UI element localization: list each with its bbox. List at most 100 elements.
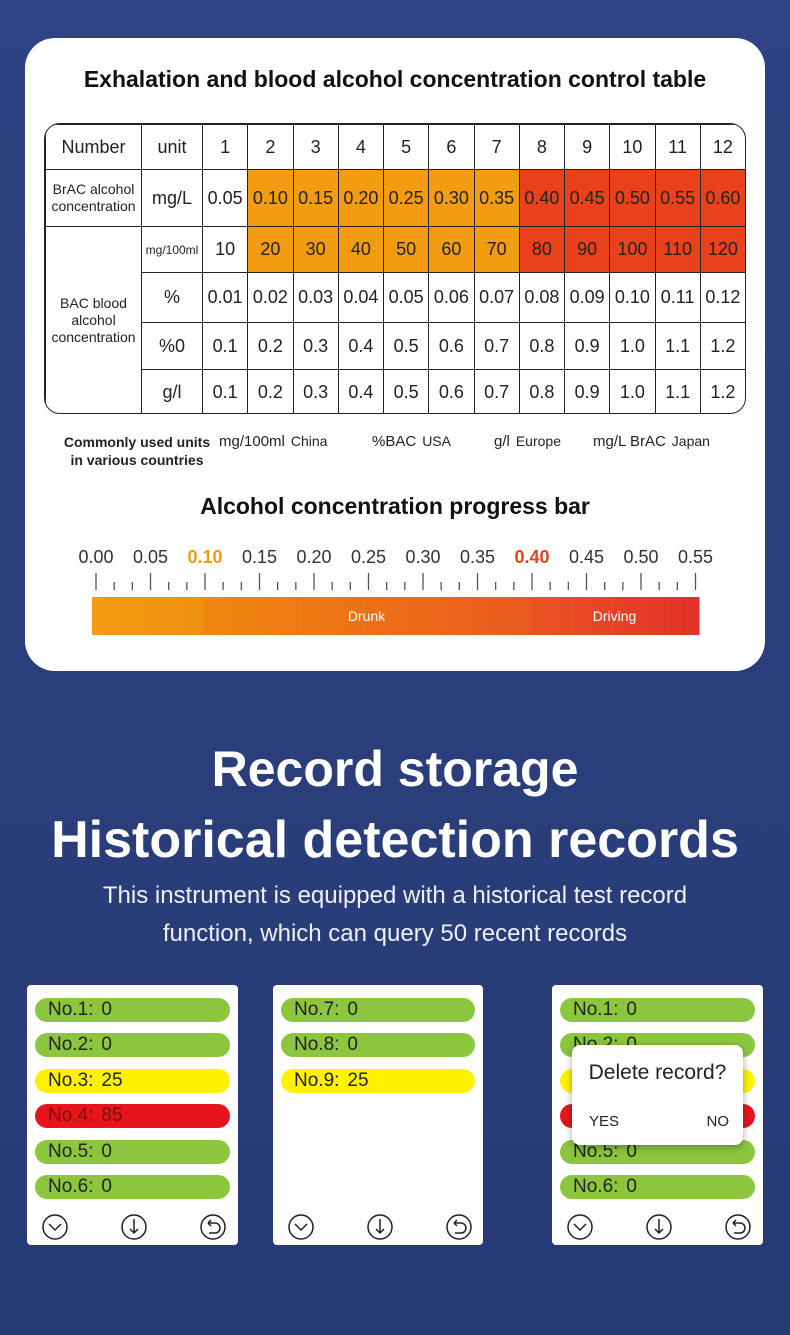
header-cell: 1 (201, 124, 249, 170)
icon-glyph (129, 1219, 139, 1235)
value-cell: 0.50 (609, 169, 656, 227)
note-item: mg/100ml China (219, 433, 327, 450)
table-row: BrAC alcohol concentration mg/L 0.05 0.10 0.… (45, 169, 745, 227)
value-cell: 0.09 (563, 272, 611, 323)
value-cell: 0.05 (201, 169, 249, 227)
note-unit: %BAC (372, 433, 417, 450)
control-table: Number unit 1 2 3 4 5 6 7 8 9 10 11 12 BrAC alcohol co… (45, 124, 745, 413)
tick-label: 0.25 (351, 547, 386, 567)
header-cell: 5 (382, 124, 430, 170)
icon (446, 1214, 472, 1240)
value-cell: 1.0 (609, 322, 656, 370)
header-cell: 11 (654, 124, 701, 170)
header-cell: 12 (699, 124, 745, 170)
progress-bar: 0.00 0.05 0.10 0.15 0.20 0.25 0.30 0.35 0.40 0.45… (78, 547, 713, 635)
bar-segment (202, 597, 531, 635)
description: function, which can query 50 recent reco… (162, 920, 628, 947)
tick-label: 0.00 (78, 547, 113, 567)
dialog: Delete record? YES NO (572, 1045, 743, 1145)
table-card: Exhalation and blood alcohol concentrati… (25, 38, 765, 671)
header-cell: unit (141, 124, 203, 170)
unit-cell: mg/L (141, 169, 203, 227)
bar-segment (529, 597, 700, 635)
value-cell: 1.0 (609, 369, 656, 413)
record-label: No.8: (294, 1034, 340, 1056)
record-value: 0 (626, 1176, 637, 1197)
record-value: 0 (101, 999, 112, 1020)
value-cell: 0.03 (292, 272, 339, 323)
icon (646, 1214, 672, 1240)
icon (200, 1214, 226, 1240)
record-item: No.2: 0 (35, 1033, 230, 1058)
value-cell: 0.3 (292, 322, 339, 370)
record-value: 85 (101, 1105, 123, 1127)
value-cell: 1.1 (654, 322, 701, 370)
record-item: No.8: 0 (281, 1033, 475, 1058)
icons (42, 1214, 226, 1240)
icon (288, 1214, 314, 1240)
record-label: No.1: (48, 999, 94, 1020)
record-item: No.6: 0 (560, 1175, 755, 1199)
tick-label: 0.55 (678, 547, 713, 567)
device-screen: No.7: 0 No.8: 0 No.9: 25 (273, 985, 483, 1245)
table-row: BAC blood alcohol concentration mg/100ml 1… (45, 226, 745, 413)
note-unit: mg/L BrAC (593, 433, 666, 450)
record-value: 0 (626, 1034, 637, 1055)
value-cell: 0.6 (428, 322, 475, 370)
icon-glyph (375, 1219, 385, 1235)
value-cell: 70 (473, 226, 520, 273)
record-label: No.3: (48, 1069, 94, 1091)
dialog-yes: YES (589, 1113, 620, 1130)
header-cell: 10 (609, 124, 656, 170)
note-item: mg/L BrAC Japan (593, 433, 710, 450)
icon (367, 1214, 393, 1240)
icon-glyph (294, 1223, 308, 1232)
tick-label: 0.50 (623, 547, 658, 567)
icons (567, 1214, 751, 1240)
record-value: 25 (101, 1069, 123, 1091)
value-cell: 0.60 (699, 169, 745, 227)
value-cell: 0.4 (337, 369, 385, 413)
value-cell: 0.06 (428, 272, 475, 323)
heading: Historical detection records (51, 811, 739, 869)
record-label: No.5: (48, 1140, 94, 1162)
tick-label: 0.05 (133, 547, 168, 567)
value-cell: 0.5 (382, 369, 430, 413)
value-cell: 0.02 (247, 272, 294, 323)
unit-cell: %0 (141, 322, 203, 370)
value-cell: 20 (247, 226, 294, 273)
value-cell: 0.8 (518, 322, 566, 370)
header-cell: Number (45, 124, 142, 170)
table-row: %0 0.1 0.2 0.3 0.4 0.5 0.6 0.7 0.8 0.9 1.0 1.1 1.2 (46, 322, 745, 370)
value-cell: 40 (337, 226, 385, 273)
group-label: BAC blood alcohol concentration (45, 226, 142, 413)
note-country: China (290, 433, 328, 449)
note-unit: g/l (494, 433, 510, 450)
record-item: No.1: 0 (35, 998, 230, 1022)
table-title: Exhalation and blood alcohol concentrati… (83, 66, 707, 92)
value-cell: 0.01 (201, 272, 249, 323)
value-cell: 0.10 (247, 169, 294, 227)
value-cell: 80 (518, 226, 566, 273)
record-item: No.5: 0 (35, 1139, 230, 1164)
table-frame: Number unit 1 2 3 4 5 6 7 8 9 10 11 12 BrAC alcohol co… (44, 123, 746, 414)
value-cell: 0.2 (247, 322, 294, 370)
bar-segment (92, 597, 204, 635)
value-cell: 60 (428, 226, 475, 273)
segment-label: Drunk (348, 608, 386, 624)
note-country: USA (422, 433, 451, 449)
value-cell: 120 (699, 226, 745, 273)
record-value: 0 (347, 999, 358, 1020)
device-screen: No.1: 0 No.2: 0 No.3: 25 No.4: 85 No.5: 0 No.6: 0 (27, 985, 238, 1245)
icon (121, 1214, 147, 1240)
value-cell: 0.3 (292, 369, 339, 413)
value-cell: 0.08 (518, 272, 566, 323)
value-cell: 0.5 (382, 322, 430, 370)
header-cell: 4 (337, 124, 385, 170)
value-cell: 0.04 (337, 272, 385, 323)
group-label: BrAC alcohol concentration (45, 169, 142, 227)
progress-title: Alcohol concentration progress bar (200, 493, 590, 519)
value-cell: 0.25 (382, 169, 430, 227)
icon-glyph (573, 1223, 587, 1232)
header-row: Number unit 1 2 3 4 5 6 7 8 9 10 11 12 (45, 124, 745, 170)
